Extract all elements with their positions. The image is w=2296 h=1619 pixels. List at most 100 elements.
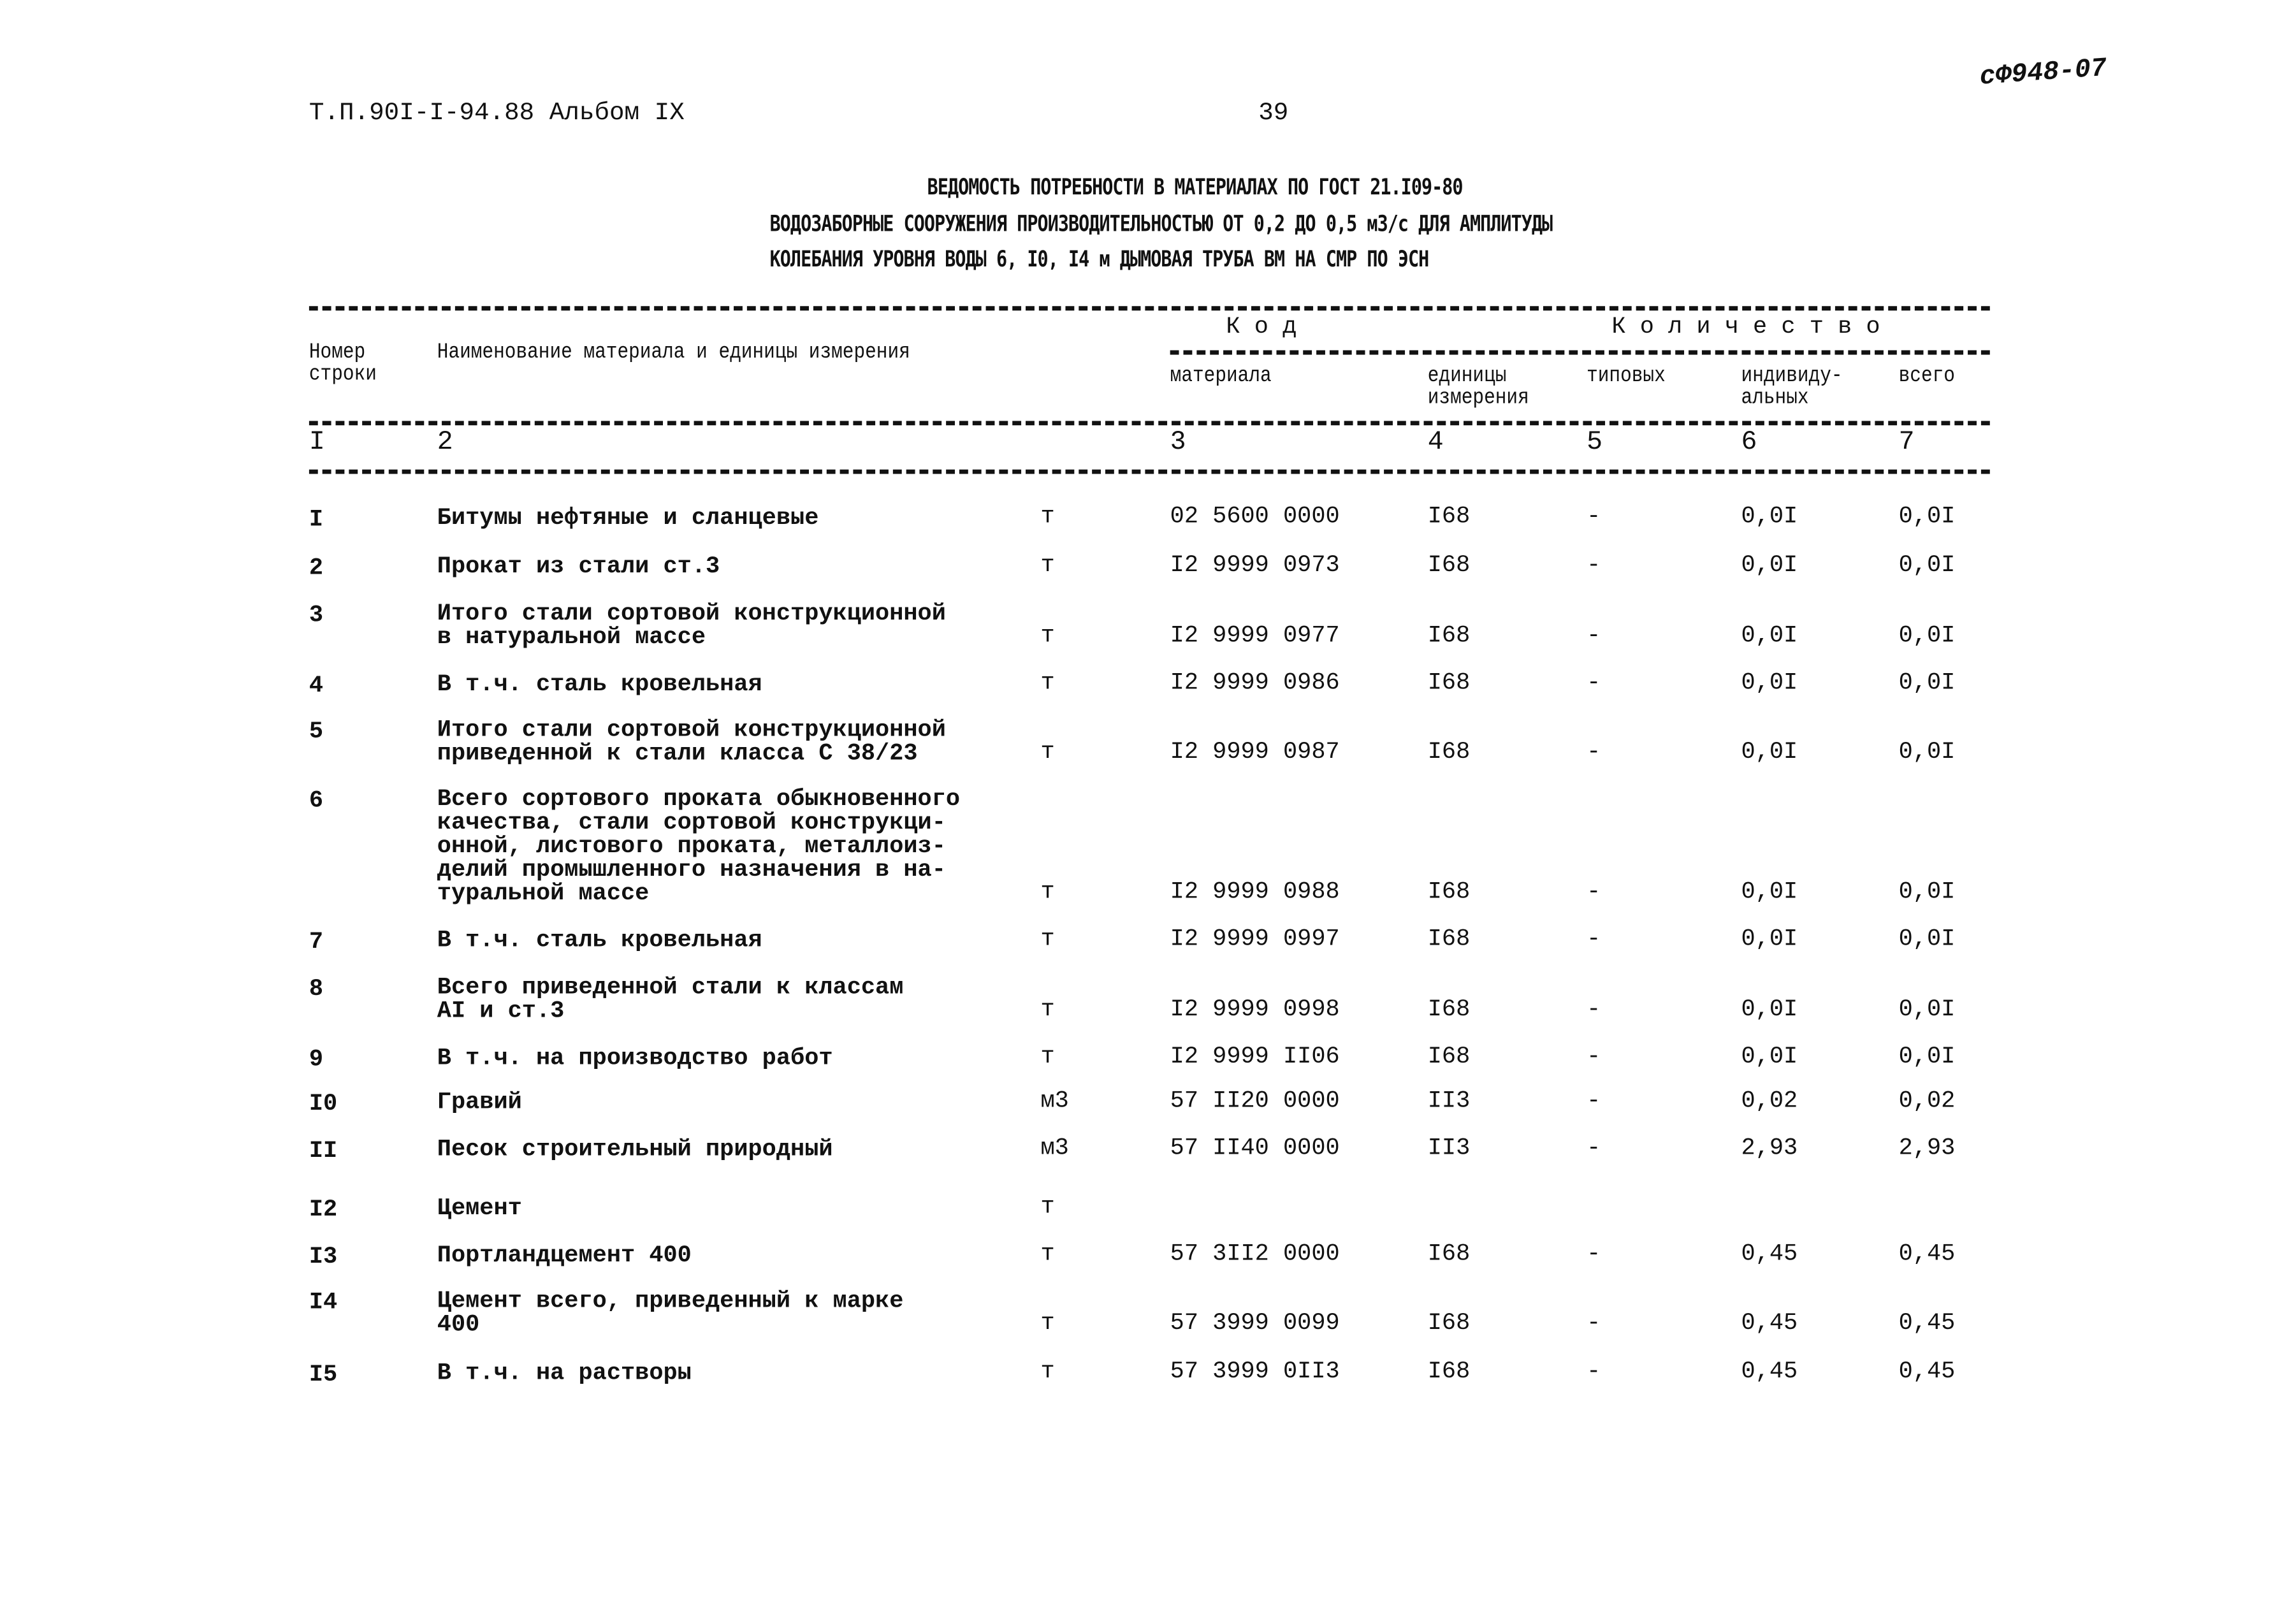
unit-code: I68 [1427, 926, 1471, 952]
row-number: II [309, 1137, 338, 1165]
material-name: Гравий [437, 1089, 522, 1116]
unit-code: I68 [1427, 669, 1471, 697]
typical-quantity: - [1587, 622, 1601, 650]
total-quantity: 0,0I [1898, 551, 1956, 579]
material-code: I2 9999 0998 [1170, 996, 1340, 1023]
row-number: 8 [309, 975, 324, 1003]
row-number: I [309, 506, 324, 533]
individual-quantity: 0,0I [1741, 622, 1798, 650]
individual-quantity: 0,02 [1741, 1087, 1798, 1114]
divider [309, 306, 1990, 311]
total-quantity: 0,0I [1898, 503, 1956, 530]
header-individual: индивиду- альных [1741, 363, 1843, 411]
row-number: 2 [309, 555, 324, 582]
individual-quantity: 2,93 [1741, 1135, 1798, 1161]
unit-code: II3 [1427, 1135, 1471, 1161]
header-material-code: материала [1170, 363, 1272, 389]
row-number: 3 [309, 602, 324, 628]
unit: т [1040, 669, 1055, 697]
material-name: Всего приведенной стали к классам AI и с… [437, 974, 904, 1025]
unit: т [1040, 926, 1055, 952]
individual-quantity: 0,0I [1741, 1043, 1798, 1070]
total-quantity: 0,0I [1898, 878, 1956, 906]
total-quantity: 0,45 [1898, 1310, 1956, 1337]
total-quantity: 0,0I [1898, 926, 1956, 952]
material-name: В т.ч. сталь кровельная [437, 927, 762, 954]
unit: т [1040, 551, 1055, 579]
column-number: 2 [437, 428, 453, 458]
total-quantity: 0,0I [1898, 622, 1956, 650]
total-quantity: 0,0I [1898, 669, 1956, 697]
individual-quantity: 0,45 [1741, 1358, 1798, 1385]
material-name: Портландцемент 400 [437, 1242, 692, 1269]
unit-code: I68 [1427, 878, 1471, 906]
column-number: 5 [1587, 428, 1603, 458]
material-code: 57 II40 0000 [1170, 1135, 1340, 1161]
header-code-group: К о д [1226, 313, 1297, 340]
table-row: 9 В т.ч. на производство работ т I2 9999 II… [0, 1043, 2296, 1073]
table-row: 5 Итого стали сортовой конструкционной пр… [0, 718, 2296, 766]
unit-code: I68 [1427, 739, 1471, 766]
title-line-3: КОЛЕБАНИЯ УРОВНЯ ВОДЫ 6, I0, I4 м ДЫМОВА… [769, 245, 1430, 273]
material-name: Итого стали сортовой конструкционной в н… [437, 600, 946, 651]
row-number: I3 [309, 1244, 338, 1270]
material-code: 02 5600 0000 [1170, 503, 1340, 530]
unit-code: I68 [1427, 622, 1471, 650]
row-number: 7 [309, 928, 324, 955]
row-number: I0 [309, 1090, 338, 1117]
unit: т [1040, 1043, 1055, 1070]
unit: м3 [1040, 1135, 1069, 1161]
row-number: I4 [309, 1289, 338, 1316]
material-code: I2 9999 0973 [1170, 551, 1340, 579]
individual-quantity: 0,45 [1741, 1240, 1798, 1268]
material-name: В т.ч. на производство работ [437, 1045, 833, 1071]
unit: т [1040, 878, 1055, 906]
total-quantity: 0,02 [1898, 1087, 1956, 1114]
column-number: I [309, 428, 325, 458]
handwritten-mark: сФ948-07 [1979, 54, 2108, 93]
table-row: I3 Портландцемент 400 т 57 3II2 0000 I68 - 0,4… [0, 1240, 2296, 1270]
material-name: Всего сортового проката обыкновенного ка… [437, 786, 961, 907]
individual-quantity: 0,0I [1741, 878, 1798, 906]
total-quantity: 0,0I [1898, 1043, 1956, 1070]
material-code: 57 3999 0II3 [1170, 1358, 1340, 1385]
typical-quantity: - [1587, 1043, 1601, 1070]
title-line-2: ВОДОЗАБОРНЫЕ СООРУЖЕНИЯ ПРОИЗВОДИТЕЛЬНОС… [769, 210, 1553, 237]
typical-quantity: - [1587, 1087, 1601, 1114]
individual-quantity: 0,0I [1741, 503, 1798, 530]
table-row: 6 Всего сортового проката обыкновенного к… [0, 787, 2296, 905]
header-row-number: Номер строки [309, 340, 377, 388]
table-row: 8 Всего приведенной стали к классам AI и … [0, 976, 2296, 1023]
total-quantity: 0,45 [1898, 1240, 1956, 1268]
individual-quantity: 0,0I [1741, 739, 1798, 766]
total-quantity: 2,93 [1898, 1135, 1956, 1161]
typical-quantity: - [1587, 551, 1601, 579]
material-name: В т.ч. сталь кровельная [437, 671, 762, 698]
material-name: Цемент всего, приведенный к марке 400 [437, 1288, 904, 1338]
header-quantity-group: К о л и ч е с т в о [1611, 313, 1880, 340]
material-code: I2 9999 II06 [1170, 1043, 1340, 1070]
row-number: I5 [309, 1361, 338, 1388]
individual-quantity: 0,0I [1741, 926, 1798, 952]
typical-quantity: - [1587, 1135, 1601, 1161]
unit-code: I68 [1427, 551, 1471, 579]
material-name: Прокат из стали ст.3 [437, 553, 720, 580]
table-row: 2 Прокат из стали ст.3 т I2 9999 0973 I68 - 0,… [0, 551, 2296, 582]
table-row: I0 Гравий м3 57 II20 0000 II3 - 0,02 0,02 [0, 1087, 2296, 1117]
divider [309, 469, 1990, 474]
unit-code: I68 [1427, 503, 1471, 530]
typical-quantity: - [1587, 926, 1601, 952]
unit: т [1040, 503, 1055, 530]
row-number: 4 [309, 672, 324, 699]
typical-quantity: - [1587, 1240, 1601, 1268]
unit-code: I68 [1427, 1043, 1471, 1070]
material-code: 57 II20 0000 [1170, 1087, 1340, 1114]
table-row: I2 Цемент т [0, 1194, 2296, 1223]
material-name: Песок строительный природный [437, 1136, 833, 1163]
material-code: I2 9999 0986 [1170, 669, 1340, 697]
unit: т [1040, 1240, 1055, 1268]
row-number: 5 [309, 718, 324, 745]
unit-code: II3 [1427, 1087, 1471, 1114]
typical-quantity: - [1587, 1310, 1601, 1337]
